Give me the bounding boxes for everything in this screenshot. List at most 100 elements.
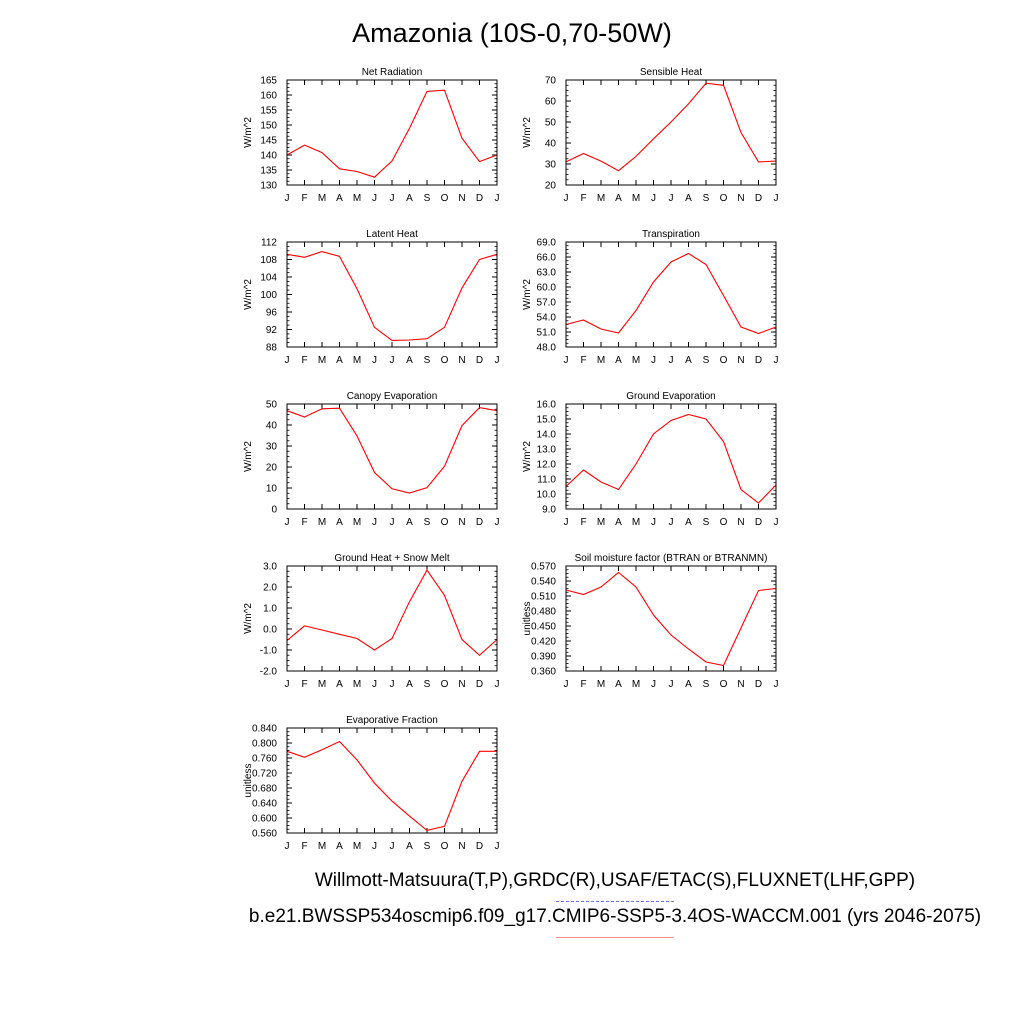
legend-model-label: b.e21.BWSSP534oscmip6.f09_g17.CMIP6-SSP5…	[248, 906, 982, 927]
panel-9-ytick-label: 0.680	[252, 784, 277, 795]
panel-1-ytick-label: 165	[260, 76, 277, 87]
panel-1-title: Net Radiation	[362, 67, 423, 78]
panel-7-ytick-label: 2.0	[263, 583, 277, 594]
panel-7-ytick-label: -1.0	[260, 646, 278, 657]
panel-6-xtick-label: M	[597, 517, 605, 528]
panel-2-xtick-label: A	[615, 193, 622, 204]
panel-2-title: Sensible Heat	[640, 67, 702, 78]
panel-5-ytick-label: 40	[266, 421, 278, 432]
panel-8-xtick-label: F	[580, 679, 586, 690]
panel-8-ytick-label: 0.390	[531, 652, 556, 663]
panel-9-frame	[286, 727, 498, 834]
panel-6-ytick-label: 11.0	[537, 475, 556, 486]
panel-2-ytick-label: 70	[545, 76, 557, 87]
panel-8-xtick-label: S	[703, 679, 710, 690]
panel-4-xtick-label: J	[774, 355, 779, 366]
panel-9-xtick-label: S	[424, 841, 431, 852]
panel-6-ytick-label: 15.0	[537, 415, 557, 426]
panel-3-ytick-label: 104	[260, 273, 277, 284]
panel-6-xtick-label: M	[632, 517, 640, 528]
panel-1-xtick-label: A	[336, 193, 343, 204]
panel-9-ytick-label: 0.600	[252, 814, 277, 825]
panel-3-ytick-label: 100	[260, 290, 277, 301]
panel-6-ytick-label: 13.0	[537, 445, 557, 456]
panel-7-ylabel: W/m^2	[243, 603, 254, 634]
panel-6-xtick-label: J	[774, 517, 779, 528]
panel-4-series-line	[565, 252, 777, 335]
panel-2-xtick-label: N	[737, 193, 744, 204]
panel-7-xtick-label: F	[301, 679, 307, 690]
panel-7-xtick-label: J	[495, 679, 500, 690]
panel-5-title: Canopy Evaporation	[347, 391, 438, 402]
panel-9-ytick-label: 0.640	[252, 799, 277, 810]
panel-2-xtick-label: M	[597, 193, 605, 204]
panel-7-xtick-label: M	[318, 679, 326, 690]
panel-4-ytick-label: 51.0	[537, 328, 557, 339]
panel-5-ytick-label: 20	[266, 463, 278, 474]
panel-7-xtick-label: S	[424, 679, 431, 690]
panel-1-ytick-label: 145	[260, 136, 277, 147]
panel-5-xtick-label: A	[406, 517, 413, 528]
panel-6-ytick-label: 12.0	[537, 460, 557, 471]
panel-3-xtick-label: M	[318, 355, 326, 366]
panel-1-xtick-label: O	[441, 193, 449, 204]
panel-3-xtick-label: J	[285, 355, 290, 366]
panel-2-series-line	[565, 82, 777, 172]
panel-9-xtick-label: M	[353, 841, 361, 852]
panel-6-xtick-label: O	[720, 517, 728, 528]
panel-7-xtick-label: A	[336, 679, 343, 690]
panel-4-ytick-label: 48.0	[537, 343, 557, 354]
panel-7-ytick-label: 0.0	[263, 625, 277, 636]
panel-1-ytick-label: 160	[260, 91, 277, 102]
panel-4-frame	[565, 241, 777, 348]
panel-1-ytick-label: 150	[260, 121, 277, 132]
panel-2-xtick-label: J	[564, 193, 569, 204]
panel-3-xtick-label: A	[336, 355, 343, 366]
panel-2-ytick-label: 50	[545, 118, 557, 129]
panel-5-xtick-label: M	[318, 517, 326, 528]
panel-9-xtick-label: J	[372, 841, 377, 852]
panel-5-xtick-label: N	[458, 517, 465, 528]
panel-3-frame	[286, 241, 498, 348]
panel-3-xtick-label: A	[406, 355, 413, 366]
panel-6-ytick-label: 9.0	[542, 505, 556, 516]
panel-8-ytick-label: 0.360	[531, 667, 556, 678]
panel-9-xtick-label: A	[406, 841, 413, 852]
panel-2-ytick-label: 30	[545, 160, 557, 171]
panel-6-xtick-label: J	[669, 517, 674, 528]
panel-3-xtick-label: O	[441, 355, 449, 366]
panel-5-frame	[286, 403, 498, 510]
panel-7-series-line	[286, 569, 498, 657]
panel-6-ytick-label: 16.0	[537, 400, 557, 411]
panel-3-ytick-label: 108	[260, 255, 277, 266]
panel-2-xtick-label: S	[703, 193, 710, 204]
panel-5-xtick-label: F	[301, 517, 307, 528]
panel-5-ytick-label: 10	[266, 484, 278, 495]
panel-3-xtick-label: J	[390, 355, 395, 366]
panel-3-ylabel: W/m^2	[243, 279, 254, 310]
panel-3-xtick-label: M	[353, 355, 361, 366]
panel-4-xtick-label: J	[669, 355, 674, 366]
panel-2-xtick-label: O	[720, 193, 728, 204]
panel-7-xtick-label: J	[372, 679, 377, 690]
panel-4-xtick-label: M	[597, 355, 605, 366]
panel-8-xtick-label: N	[737, 679, 744, 690]
panel-1-xtick-label: S	[424, 193, 431, 204]
panel-3-ytick-label: 112	[261, 238, 277, 249]
panel-6-xtick-label: A	[685, 517, 692, 528]
panel-5-xtick-label: D	[476, 517, 483, 528]
panel-5-xtick-label: O	[441, 517, 449, 528]
panel-2-frame	[565, 79, 777, 186]
panel-8-xtick-label: M	[597, 679, 605, 690]
panel-9-ytick-label: 0.840	[252, 724, 277, 735]
panel-8-title: Soil moisture factor (BTRAN or BTRANMN)	[575, 553, 768, 564]
panel-3-title: Latent Heat	[366, 229, 418, 240]
panel-8-ytick-label: 0.480	[531, 607, 556, 618]
panel-8-series-line	[565, 571, 777, 667]
panel-4-xtick-label: M	[632, 355, 640, 366]
figure-title: Amazonia (10S-0,70-50W)	[352, 18, 672, 48]
panel-8-xtick-label: A	[685, 679, 692, 690]
panel-9-ytick-label: 0.560	[252, 829, 277, 840]
panel-8-ytick-label: 0.570	[531, 562, 556, 573]
panel-2-xtick-label: F	[580, 193, 586, 204]
